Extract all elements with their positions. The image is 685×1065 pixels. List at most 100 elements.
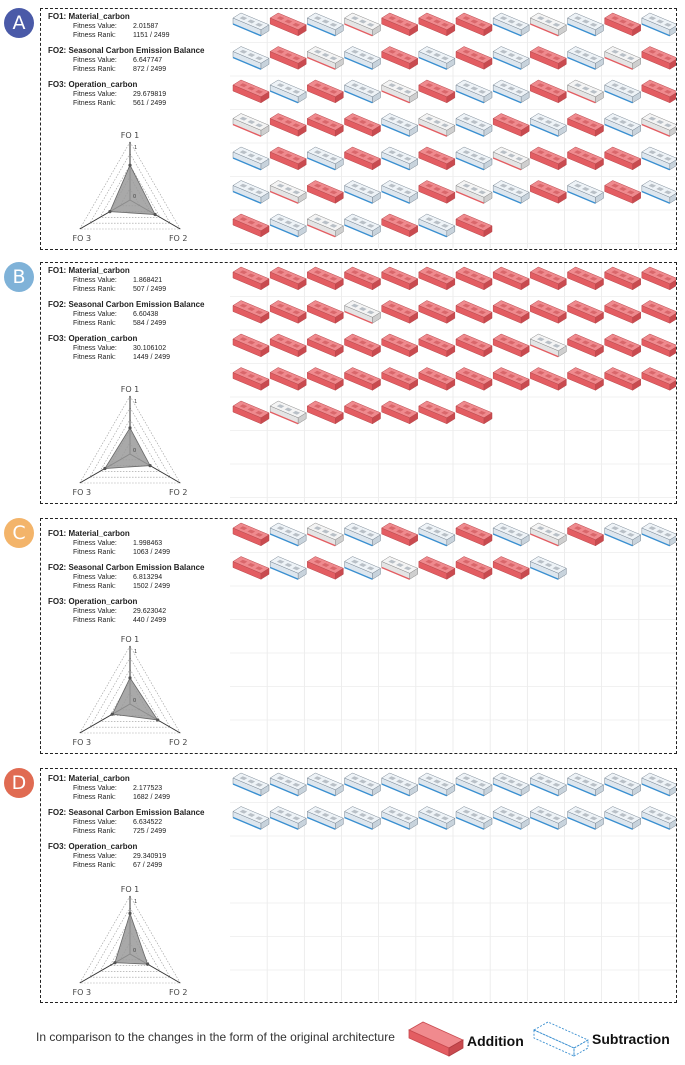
building-model (343, 367, 382, 391)
building-courtyard (321, 120, 330, 124)
building-courtyard (255, 310, 263, 315)
building-change-edge (344, 90, 373, 104)
building-courtyard (626, 782, 635, 787)
building-courtyard (313, 270, 322, 275)
building-courtyard (626, 816, 635, 821)
building-model (641, 522, 676, 547)
building-courtyard (656, 86, 664, 91)
building-model (641, 12, 676, 37)
building-courtyard (536, 526, 545, 531)
building-courtyard (321, 529, 330, 534)
building-change-edge (418, 816, 448, 830)
building-courtyard (247, 53, 256, 57)
building-courtyard (499, 370, 508, 375)
fitness-rank-label: Fitness Rank: (73, 583, 116, 590)
building-courtyard (329, 156, 338, 161)
building-courtyard (515, 377, 524, 382)
building-courtyard (433, 120, 441, 124)
building-courtyard (396, 563, 404, 567)
fitness-rank-label: Fitness Rank: (73, 549, 116, 556)
building-model (455, 46, 493, 70)
radar-grid-ring (99, 418, 161, 472)
building-courtyard (351, 526, 359, 531)
addition-label: Addition (467, 1033, 524, 1049)
building-courtyard (366, 123, 375, 128)
building-courtyard (425, 49, 434, 54)
building-courtyard (478, 816, 486, 821)
building-courtyard (433, 53, 441, 57)
building-model (604, 772, 642, 797)
building-courtyard (499, 559, 508, 564)
building-courtyard (313, 776, 322, 781)
building-courtyard (611, 270, 619, 275)
building-courtyard (255, 223, 263, 228)
building-change-edge (567, 90, 596, 104)
building-courtyard (284, 220, 293, 225)
building-courtyard (478, 22, 486, 27)
fitness-value-label: Fitness Value: (73, 311, 117, 318)
building-model (641, 180, 676, 204)
building-courtyard (656, 374, 664, 378)
building-change-edge (455, 90, 485, 104)
building-model (306, 522, 344, 547)
building-courtyard (366, 190, 375, 195)
building-change-edge (344, 224, 373, 238)
fitness-info-a: FO1: Material_carbon Fitness Value: 2.015… (48, 10, 205, 114)
radar-scale-zero: 0 (133, 448, 136, 454)
building-change-edge (530, 816, 559, 830)
building-courtyard (515, 782, 524, 787)
building-courtyard (611, 83, 619, 88)
fitness-rank-label: Fitness Rank: (73, 320, 116, 327)
building-model (529, 806, 567, 830)
building-courtyard (544, 563, 553, 567)
building-model (641, 113, 676, 137)
building-courtyard (478, 89, 486, 94)
building-courtyard (313, 116, 322, 121)
building-courtyard (247, 529, 256, 534)
building-model (641, 266, 676, 291)
building-courtyard (321, 86, 330, 91)
building-model (492, 806, 530, 830)
building-model (343, 146, 382, 171)
building-courtyard (536, 559, 545, 564)
building-courtyard (321, 407, 330, 412)
building-courtyard (255, 377, 263, 382)
fo2-rank: 584 / 2499 (133, 320, 167, 327)
building-courtyard (536, 49, 545, 54)
building-model (566, 79, 605, 104)
building-change-edge (269, 783, 299, 797)
building-courtyard (648, 526, 657, 531)
building-courtyard (499, 526, 508, 531)
building-courtyard (611, 303, 619, 308)
building-change-edge (418, 224, 448, 238)
building-courtyard (403, 566, 412, 571)
building-courtyard (366, 816, 375, 821)
building-courtyard (656, 307, 664, 311)
building-courtyard (425, 16, 434, 21)
fitness-info-b: FO1: Material_carbon Fitness Value: 1.868… (48, 264, 205, 368)
building-courtyard (433, 407, 441, 412)
building-courtyard (276, 16, 285, 21)
panel-badge-d: D (4, 768, 34, 798)
building-courtyard (433, 340, 441, 345)
building-model (455, 333, 493, 358)
building-courtyard (388, 303, 396, 308)
building-courtyard (403, 22, 412, 27)
fitness-value-label: Fitness Value: (73, 853, 117, 860)
fo2-value: 6.634522 (133, 819, 163, 826)
building-courtyard (351, 776, 359, 781)
building-courtyard (388, 337, 396, 342)
building-courtyard (358, 19, 367, 24)
building-courtyard (515, 56, 524, 61)
building-courtyard (247, 19, 256, 24)
radar-axis-label-fo3: FO 3 (73, 738, 92, 747)
building-courtyard (574, 83, 582, 88)
building-change-edge (344, 310, 373, 324)
fitness-rank-label: Fitness Rank: (73, 828, 116, 835)
radar-data-area (109, 164, 156, 215)
building-change-edge (604, 783, 633, 797)
building-courtyard (396, 120, 404, 124)
building-courtyard (619, 779, 627, 784)
building-change-edge (455, 783, 485, 797)
building-model (343, 113, 382, 137)
